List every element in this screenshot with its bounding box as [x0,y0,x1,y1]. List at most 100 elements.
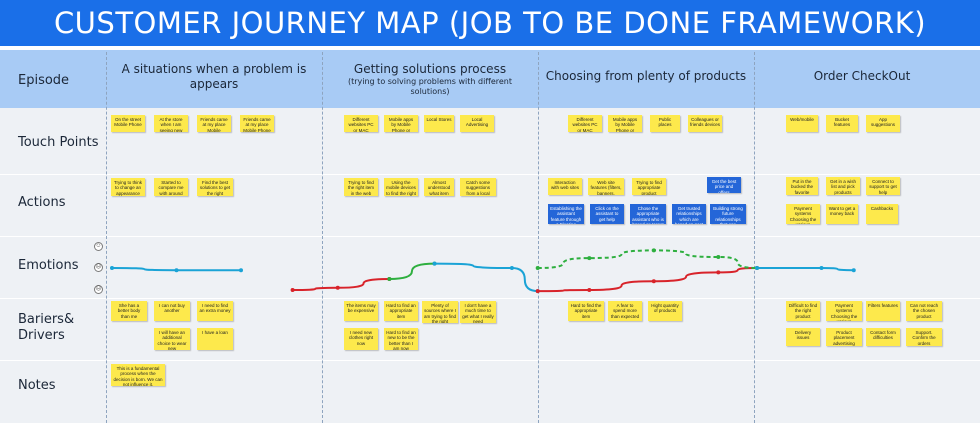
sticky-note: Can not reach the chosen product [906,301,942,321]
sticky-note: This is a fundamental process when the d… [111,364,165,386]
emotion-point [110,266,114,270]
emotion-point [587,288,592,292]
sticky-note: Local Advertising [460,115,494,132]
column-divider [106,52,107,423]
sticky-note: I will have an additional choice to wear… [154,328,190,350]
sticky-note: I can not buy another [154,301,190,321]
sticky-note: Contact form difficulties [866,328,900,346]
episode-band [0,50,980,108]
emotion-point [716,255,721,259]
sticky-note: Almost understood what item she wants [424,178,454,196]
sticky-note: Different websites PC or MAC [568,115,602,132]
row-divider [0,360,980,361]
sticky-note: Public places [650,115,680,132]
sticky-note: Filters features [866,301,900,321]
emotion-point [432,261,437,266]
row-label-barriers-drivers: Bariers& Drivers [18,312,75,343]
sticky-note: Mobile apps by Mobile Phone or tablet [608,115,642,132]
row-label-emotions: Emotions [18,258,79,273]
emotion-segment [757,267,854,272]
sticky-note: Web site features (filters, banners, pro… [588,178,624,195]
sticky-note: App suggestions [866,115,900,132]
sticky-note: Interaction with web sites [548,178,582,195]
sticky-note: Trying to find appropriate product [632,178,666,195]
sticky-note: Trying to think to change an appearance [111,178,145,196]
neutral-face-icon: ☹ [94,263,103,272]
phase-title: A situations when a problem is appears [121,62,307,91]
sticky-note: Cashbacks [866,204,898,224]
column-divider [538,52,539,423]
sticky-note: Local Stores [424,115,454,132]
title-bar: CUSTOMER JOURNEY MAP (JOB TO BE DONE FRA… [0,0,980,46]
emotion-point [651,248,656,253]
emotion-point [239,268,243,273]
phase-subtitle: (trying to solving problems with differe… [347,77,512,96]
row-divider [0,236,980,237]
sticky-note: Want to get a money back [826,204,858,224]
column-divider [754,52,755,423]
emotion-point [587,256,592,261]
emotion-segment [537,267,758,293]
sticky-note: Hard to find the appropriate item [568,301,604,321]
row-divider [0,174,980,175]
emotion-point [535,266,540,270]
phase-title: Getting solutions process [353,62,507,76]
phase-2: Getting solutions process (trying to sol… [328,62,532,97]
sticky-note: At the store when I am seeing new models… [154,115,188,132]
sticky-note: Get in a wish list and pick products [826,177,860,195]
phase-1: A situations when a problem is appears [116,62,312,92]
sticky-note: Difficult to find the right product [786,301,820,321]
sticky-note: The items may be expensive [344,301,378,321]
emotion-point [851,268,856,273]
emotion-point [819,266,824,270]
sticky-note: Friends came at my place Mobile Phone [240,115,274,132]
sticky-note: Payment systems Choosing the various met… [826,301,862,321]
phase-title: Choosing from plenty of products [545,69,747,83]
phase-4: Order CheckOut [760,69,964,84]
sticky-note: Different websites PC or MAC [344,115,378,132]
sticky-note: Payment systems Choosing the various met… [786,204,820,224]
sticky-note: Using the mobile devices to find the rig… [384,178,418,196]
sticky-note: Get the best price and offers [707,177,741,193]
sticky-note: Click on the assistant to get help [590,204,624,224]
sticky-note: Trying to find the right item in the web… [344,178,378,196]
sticky-note: Establishing the assistant feature throu… [548,204,584,224]
sticky-note: Put in the bucked the favorite products [786,177,818,195]
emotion-point [387,277,392,281]
emotion-point [651,279,656,284]
emotion-segment [292,278,390,291]
sticky-note: Chose the appropriate assistant who is b… [630,204,666,224]
emotion-segment [537,249,758,269]
page-title: CUSTOMER JOURNEY MAP (JOB TO BE DONE FRA… [53,6,927,40]
sticky-note: Get trusted relationships which are base… [672,204,706,224]
sticky-note: Plenty of sources where I am trying to f… [422,301,458,323]
row-label-episode: Episode [18,73,70,88]
row-label-notes: Notes [18,378,56,393]
sticky-note: Friends came at my place Mobile Phone/WE… [197,115,231,132]
happy-face-icon: ☺ [94,242,103,251]
sticky-note: Started to compare me with around people [154,178,188,196]
phase-3: Choosing from plenty of products [544,69,748,84]
phase-title: Order CheckOut [813,69,911,83]
sticky-note: Building strong future relationships tha… [710,204,746,224]
emotion-segment [389,262,435,280]
emotion-segment [434,262,538,293]
sticky-note: Hight quantity of products [648,301,682,321]
emotion-point [174,268,179,273]
sad-face-icon: ☹ [94,285,103,294]
emotion-point [716,270,721,275]
sticky-note: Catch some suggestions from a local sour… [460,178,496,196]
sticky-note: Colleagues or friends devices [688,115,722,132]
sticky-note: Bucket features [826,115,858,132]
sticky-note: Hard to find an appropriate item [384,301,418,321]
sticky-note: On the street Mobile Phone [111,115,145,132]
row-divider [0,298,980,299]
row-label-touch-points: Touch Points [18,135,99,150]
emotion-point [509,266,514,270]
sticky-note: Product placement advertising [826,328,862,346]
column-divider [322,52,323,423]
sticky-note: A fear to spend more than expected [608,301,642,321]
sticky-note: She has a better body than me [111,301,147,321]
emotion-point [290,288,295,292]
